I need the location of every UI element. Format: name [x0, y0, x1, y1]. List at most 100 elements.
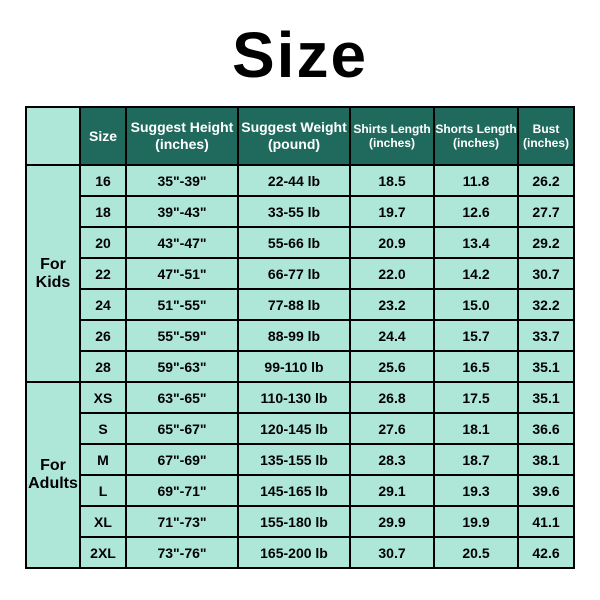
- table-row: For Kids 16 35"-39" 22-44 lb 18.5 11.8 2…: [26, 165, 574, 196]
- cell-bust: 27.7: [518, 196, 574, 227]
- cell-bust: 35.1: [518, 382, 574, 413]
- col-bust: Bust (inches): [518, 107, 574, 165]
- cell-shirts: 30.7: [350, 537, 434, 568]
- cell-weight: 88-99 lb: [238, 320, 350, 351]
- table-row: M 67"-69" 135-155 lb 28.3 18.7 38.1: [26, 444, 574, 475]
- cell-shorts: 13.4: [434, 227, 518, 258]
- cell-size: S: [80, 413, 126, 444]
- cell-height: 65"-67": [126, 413, 238, 444]
- cell-height: 71"-73": [126, 506, 238, 537]
- col-weight: Suggest Weight (pound): [238, 107, 350, 165]
- cell-size: 2XL: [80, 537, 126, 568]
- cell-height: 59"-63": [126, 351, 238, 382]
- cell-shorts: 14.2: [434, 258, 518, 289]
- cell-shorts: 19.3: [434, 475, 518, 506]
- cell-shirts: 22.0: [350, 258, 434, 289]
- cell-shirts: 29.9: [350, 506, 434, 537]
- table-row: For Adults XS 63"-65" 110-130 lb 26.8 17…: [26, 382, 574, 413]
- cell-bust: 36.6: [518, 413, 574, 444]
- cell-height: 47"-51": [126, 258, 238, 289]
- table-row: 22 47"-51" 66-77 lb 22.0 14.2 30.7: [26, 258, 574, 289]
- cell-size: XL: [80, 506, 126, 537]
- cell-shorts: 19.9: [434, 506, 518, 537]
- cell-height: 39"-43": [126, 196, 238, 227]
- table-row: 24 51"-55" 77-88 lb 23.2 15.0 32.2: [26, 289, 574, 320]
- table-row: 2XL 73"-76" 165-200 lb 30.7 20.5 42.6: [26, 537, 574, 568]
- col-size: Size: [80, 107, 126, 165]
- cell-shirts: 23.2: [350, 289, 434, 320]
- col-shirts-l2: (inches): [351, 136, 433, 150]
- cell-shirts: 19.7: [350, 196, 434, 227]
- cell-height: 73"-76": [126, 537, 238, 568]
- cell-height: 55"-59": [126, 320, 238, 351]
- col-shirts: Shirts Length (inches): [350, 107, 434, 165]
- col-shorts: Shorts Length (inches): [434, 107, 518, 165]
- cell-shirts: 26.8: [350, 382, 434, 413]
- size-table-container: Size Suggest Height (inches) Suggest Wei…: [11, 106, 589, 569]
- group-adults-l2: Adults: [28, 475, 78, 492]
- cell-size: 20: [80, 227, 126, 258]
- cell-weight: 99-110 lb: [238, 351, 350, 382]
- cell-weight: 155-180 lb: [238, 506, 350, 537]
- cell-size: 24: [80, 289, 126, 320]
- col-height: Suggest Height (inches): [126, 107, 238, 165]
- cell-weight: 145-165 lb: [238, 475, 350, 506]
- cell-shorts: 17.5: [434, 382, 518, 413]
- col-weight-l2: (pound): [239, 136, 349, 153]
- cell-size: 18: [80, 196, 126, 227]
- group-kids: For Kids: [26, 165, 80, 382]
- cell-shorts: 15.0: [434, 289, 518, 320]
- size-table-body: For Kids 16 35"-39" 22-44 lb 18.5 11.8 2…: [26, 165, 574, 568]
- cell-size: XS: [80, 382, 126, 413]
- cell-shorts: 20.5: [434, 537, 518, 568]
- col-shorts-l2: (inches): [435, 136, 517, 150]
- cell-shorts: 18.7: [434, 444, 518, 475]
- cell-weight: 120-145 lb: [238, 413, 350, 444]
- cell-shirts: 28.3: [350, 444, 434, 475]
- group-adults: For Adults: [26, 382, 80, 568]
- cell-size: M: [80, 444, 126, 475]
- table-row: S 65"-67" 120-145 lb 27.6 18.1 36.6: [26, 413, 574, 444]
- cell-bust: 35.1: [518, 351, 574, 382]
- cell-weight: 77-88 lb: [238, 289, 350, 320]
- cell-weight: 135-155 lb: [238, 444, 350, 475]
- col-bust-l1: Bust: [519, 122, 573, 136]
- cell-weight: 33-55 lb: [238, 196, 350, 227]
- cell-bust: 42.6: [518, 537, 574, 568]
- cell-bust: 38.1: [518, 444, 574, 475]
- cell-shirts: 24.4: [350, 320, 434, 351]
- cell-bust: 33.7: [518, 320, 574, 351]
- cell-bust: 32.2: [518, 289, 574, 320]
- cell-bust: 29.2: [518, 227, 574, 258]
- group-adults-l1: For: [40, 457, 66, 474]
- cell-size: 26: [80, 320, 126, 351]
- col-weight-l1: Suggest Weight: [239, 119, 349, 136]
- cell-shorts: 11.8: [434, 165, 518, 196]
- cell-height: 69"-71": [126, 475, 238, 506]
- cell-size: 16: [80, 165, 126, 196]
- header-row: Size Suggest Height (inches) Suggest Wei…: [26, 107, 574, 165]
- cell-height: 51"-55": [126, 289, 238, 320]
- page-title: Size: [232, 18, 368, 92]
- size-table: Size Suggest Height (inches) Suggest Wei…: [25, 106, 575, 569]
- cell-weight: 165-200 lb: [238, 537, 350, 568]
- cell-size: 28: [80, 351, 126, 382]
- cell-weight: 66-77 lb: [238, 258, 350, 289]
- col-shorts-l1: Shorts Length: [435, 122, 517, 136]
- cell-height: 63"-65": [126, 382, 238, 413]
- cell-shirts: 18.5: [350, 165, 434, 196]
- cell-shirts: 27.6: [350, 413, 434, 444]
- cell-shirts: 20.9: [350, 227, 434, 258]
- cell-height: 43"-47": [126, 227, 238, 258]
- cell-height: 67"-69": [126, 444, 238, 475]
- cell-size: 22: [80, 258, 126, 289]
- table-row: L 69"-71" 145-165 lb 29.1 19.3 39.6: [26, 475, 574, 506]
- cell-shorts: 18.1: [434, 413, 518, 444]
- col-group: [26, 107, 80, 165]
- cell-shorts: 12.6: [434, 196, 518, 227]
- cell-bust: 39.6: [518, 475, 574, 506]
- cell-weight: 110-130 lb: [238, 382, 350, 413]
- col-height-l2: (inches): [127, 136, 237, 153]
- cell-shirts: 25.6: [350, 351, 434, 382]
- table-row: 26 55"-59" 88-99 lb 24.4 15.7 33.7: [26, 320, 574, 351]
